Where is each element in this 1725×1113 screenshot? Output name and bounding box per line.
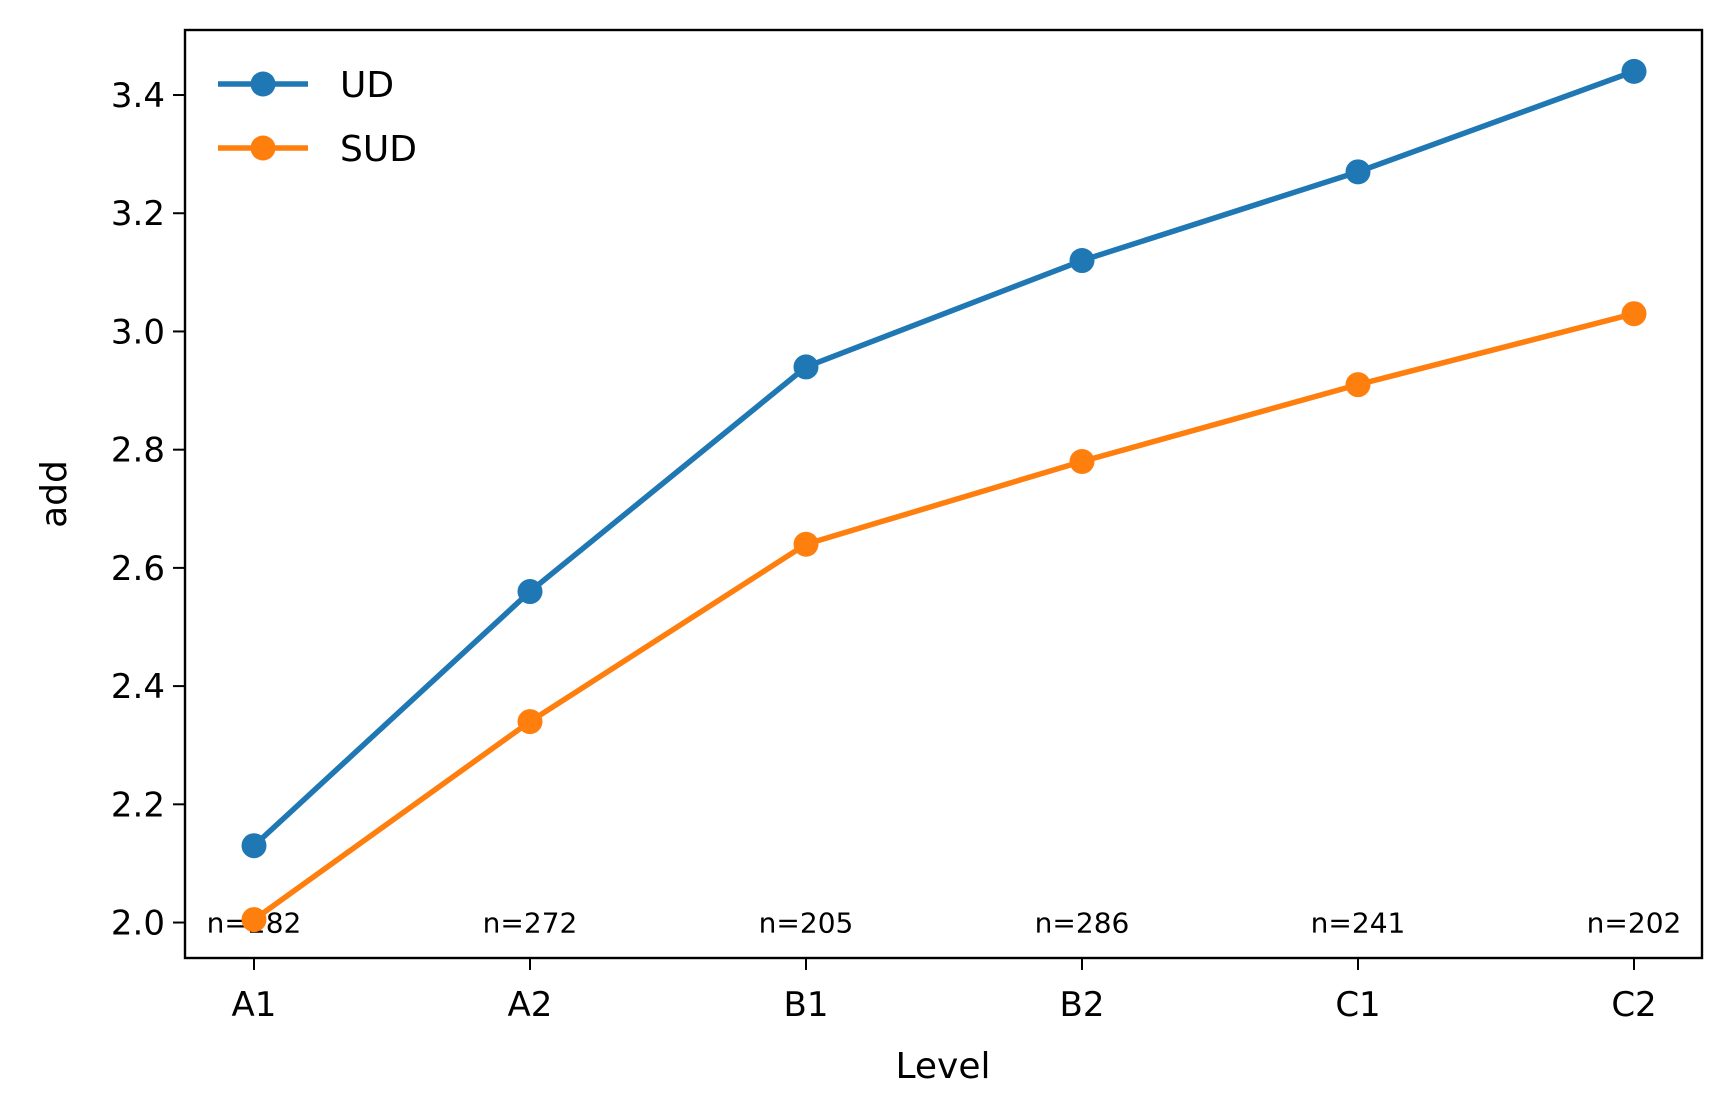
data-point-ud: [793, 354, 819, 380]
legend-marker: [250, 135, 276, 161]
legend-item-sud: SUD: [218, 129, 417, 170]
y-tick-label: 2.8: [111, 431, 165, 471]
x-tick-label: C1: [1335, 985, 1380, 1025]
data-point-ud: [1069, 248, 1095, 274]
sample-size-label: n=241: [1311, 907, 1406, 940]
legend-marker: [250, 71, 276, 97]
data-point-sud: [517, 709, 543, 735]
plot-frame: [183, 28, 1704, 960]
y-tick-label: 2.0: [111, 904, 165, 944]
sample-size-label: n=272: [483, 907, 578, 940]
x-tick-label: A2: [508, 985, 553, 1025]
y-tick-label: 2.2: [111, 785, 165, 825]
y-tick-label: 3.2: [111, 194, 165, 234]
y-tick-label: 2.6: [111, 549, 165, 589]
data-point-sud: [1069, 448, 1095, 474]
y-tick-label: 3.0: [111, 312, 165, 352]
x-tick-label: C2: [1611, 985, 1656, 1025]
series-line-ud: [252, 68, 1635, 848]
x-tick-label: B2: [1060, 985, 1105, 1025]
legend-label: UD: [340, 65, 394, 106]
data-point-ud: [1621, 58, 1647, 84]
x-tick-label: A1: [232, 985, 277, 1025]
data-point-ud: [241, 833, 267, 859]
legend: UD SUD: [218, 65, 417, 170]
data-point-sud: [1345, 372, 1371, 398]
sample-size-label: n=286: [1035, 907, 1130, 940]
series-line-sud: [252, 311, 1635, 922]
y-axis-label: add: [34, 460, 75, 528]
data-point-sud: [1621, 301, 1647, 327]
x-axis-ticks: A1 A2 B1 B2 C1 C2: [232, 958, 1657, 1025]
data-point-sud: [793, 531, 819, 557]
legend-label: SUD: [340, 129, 417, 170]
sample-size-label: n=205: [759, 907, 854, 940]
y-axis-ticks: 2.0 2.2 2.4 2.6 2.8 3.0 3.2 3.4: [111, 76, 185, 944]
y-tick-label: 2.4: [111, 667, 165, 707]
x-axis-label: Level: [895, 1046, 990, 1087]
sample-size-label: n=202: [1587, 907, 1682, 940]
data-point-ud: [1345, 159, 1371, 185]
data-point-ud: [517, 579, 543, 605]
data-point-sud: [241, 907, 267, 933]
y-tick-label: 3.4: [111, 76, 165, 116]
legend-item-ud: UD: [218, 65, 394, 106]
x-tick-label: B1: [784, 985, 829, 1025]
